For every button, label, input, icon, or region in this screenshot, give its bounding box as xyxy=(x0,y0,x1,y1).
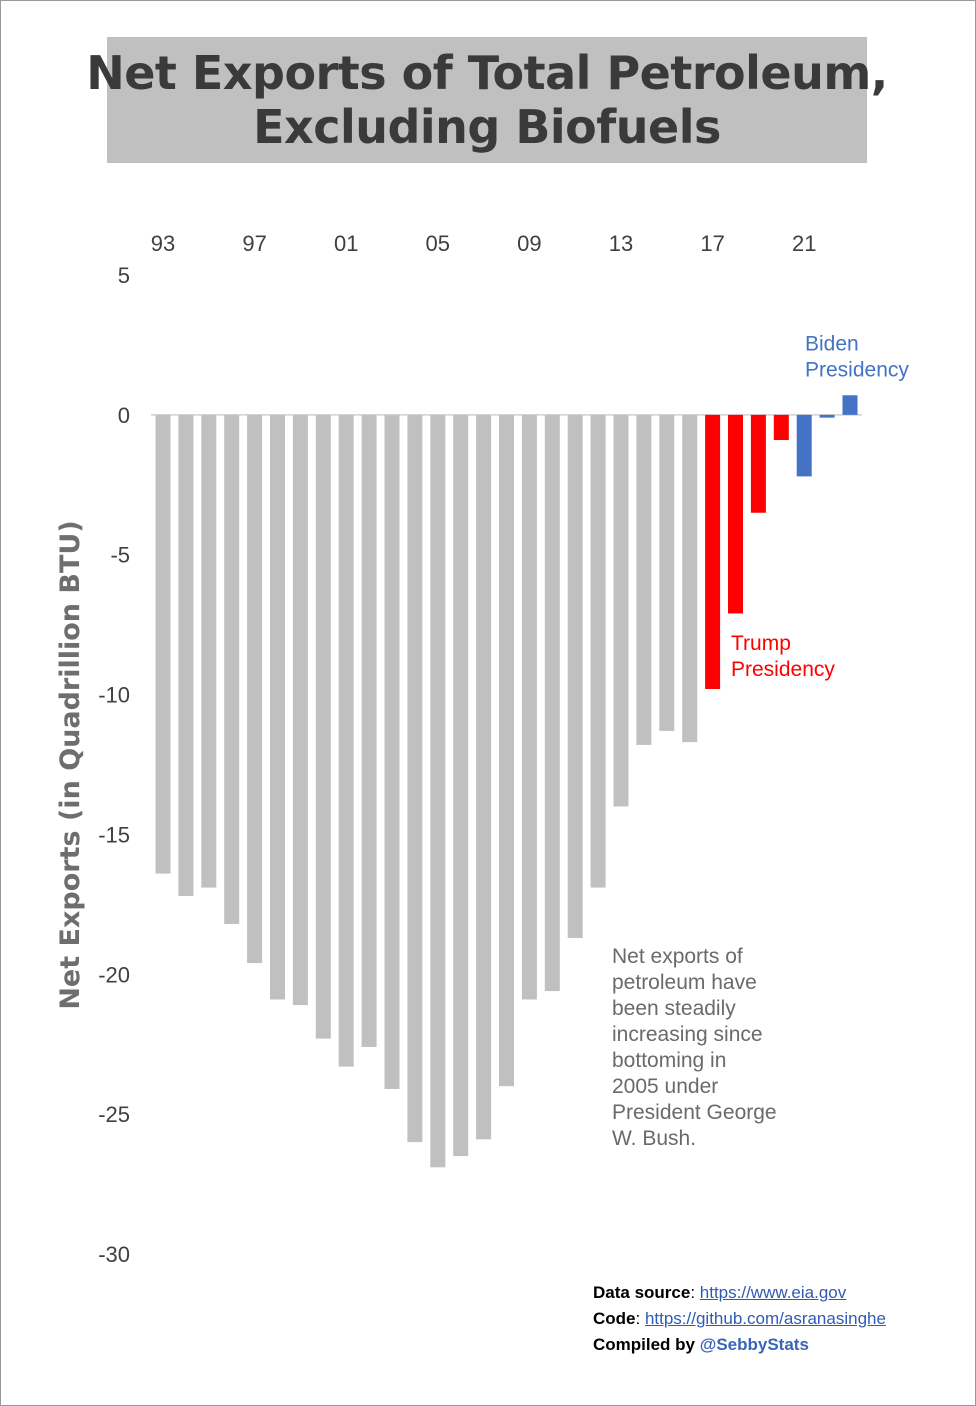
annotation-1-line: Presidency xyxy=(731,658,835,681)
bar-2004 xyxy=(407,414,423,1143)
bar-2012 xyxy=(590,414,606,888)
compiled-label: Compiled by xyxy=(593,1335,696,1354)
annotation-2-line: petroleum have xyxy=(612,971,757,994)
bar-1994 xyxy=(178,414,194,896)
annotation-2-line: increasing since xyxy=(612,1023,763,1046)
bar-2000 xyxy=(315,414,331,1039)
y-tick-label: 0 xyxy=(118,403,130,428)
footer-source-row: Data source: https://www.eia.gov xyxy=(593,1283,847,1302)
bar-2022 xyxy=(819,414,835,418)
bar-2018 xyxy=(728,414,743,614)
x-tick-label: 05 xyxy=(426,231,450,256)
bar-1993 xyxy=(155,414,171,874)
annotation-1-line: Trump xyxy=(731,632,791,655)
annotation-2-line: President George xyxy=(612,1101,777,1124)
code-link[interactable]: https://github.com/asranasinghe xyxy=(644,1309,886,1328)
bar-1997 xyxy=(247,414,263,964)
bar-2014 xyxy=(636,414,652,745)
x-tick-label: 13 xyxy=(609,231,633,256)
y-tick-label: -30 xyxy=(98,1242,130,1267)
annotation-0-line: Biden xyxy=(805,333,859,356)
x-tick-label: 17 xyxy=(700,231,724,256)
bar-2015 xyxy=(659,414,675,731)
annotation-2-line: Net exports of xyxy=(612,945,743,968)
bar-2005 xyxy=(430,414,446,1168)
bar-1999 xyxy=(292,414,308,1006)
y-tick-label: -25 xyxy=(98,1102,130,1127)
bar-2002 xyxy=(361,414,377,1048)
y-axis-label: Net Exports (in Quadrillion BTU) xyxy=(55,520,86,1009)
annotation-2-line: 2005 under xyxy=(612,1075,718,1098)
annotation-2-line: bottoming in xyxy=(612,1049,726,1072)
x-tick-label: 97 xyxy=(242,231,266,256)
y-tick-label: -15 xyxy=(98,822,130,847)
x-tick-label: 93 xyxy=(151,231,175,256)
footer-compiled-row: Compiled by @SebbyStats xyxy=(593,1332,973,1358)
bar-2021 xyxy=(796,414,812,477)
x-tick-label: 01 xyxy=(334,231,358,256)
title-box: Net Exports of Total Petroleum, Excludin… xyxy=(86,37,888,163)
bar-2020 xyxy=(773,414,789,441)
bar-2003 xyxy=(384,414,400,1089)
bar-2009 xyxy=(521,414,537,1000)
bar-1995 xyxy=(201,414,217,888)
bar-2016 xyxy=(682,414,698,743)
bar-2011 xyxy=(567,414,583,938)
compiled-handle: @SebbyStats xyxy=(699,1335,809,1354)
bar-2019 xyxy=(750,414,766,513)
y-tick-label: -5 xyxy=(110,543,130,568)
source-label: Data source xyxy=(593,1283,691,1302)
bar-2017 xyxy=(705,414,721,689)
y-tick-label: 5 xyxy=(118,263,130,288)
footer: Data source: https://www.eia.gov Code: h… xyxy=(593,1280,973,1358)
annotation-2-line: W. Bush. xyxy=(612,1127,696,1150)
chart-title-line-1: Net Exports of Total Petroleum, xyxy=(86,46,888,100)
source-link[interactable]: https://www.eia.gov xyxy=(699,1283,847,1302)
bar-2006 xyxy=(453,414,469,1157)
chart-title-line-2: Excluding Biofuels xyxy=(253,100,721,154)
bar-2007 xyxy=(476,414,492,1140)
bar-2013 xyxy=(613,414,629,807)
footer-code-row: Code: https://github.com/asranasinghe xyxy=(593,1309,886,1328)
bar-1996 xyxy=(224,414,240,924)
x-tick-label: 09 xyxy=(517,231,541,256)
bar-2010 xyxy=(544,414,560,992)
code-label: Code xyxy=(593,1309,636,1328)
y-tick-label: -20 xyxy=(98,962,130,987)
bar-2008 xyxy=(499,414,514,1087)
y-tick-label: -10 xyxy=(98,683,130,708)
x-tick-label: 21 xyxy=(792,231,816,256)
annotation-2-line: been steadily xyxy=(612,997,736,1020)
bar-2001 xyxy=(338,414,354,1067)
annotation-0-line: Presidency xyxy=(805,359,909,382)
bar-1998 xyxy=(270,414,285,1000)
bar-2023 xyxy=(842,395,858,415)
